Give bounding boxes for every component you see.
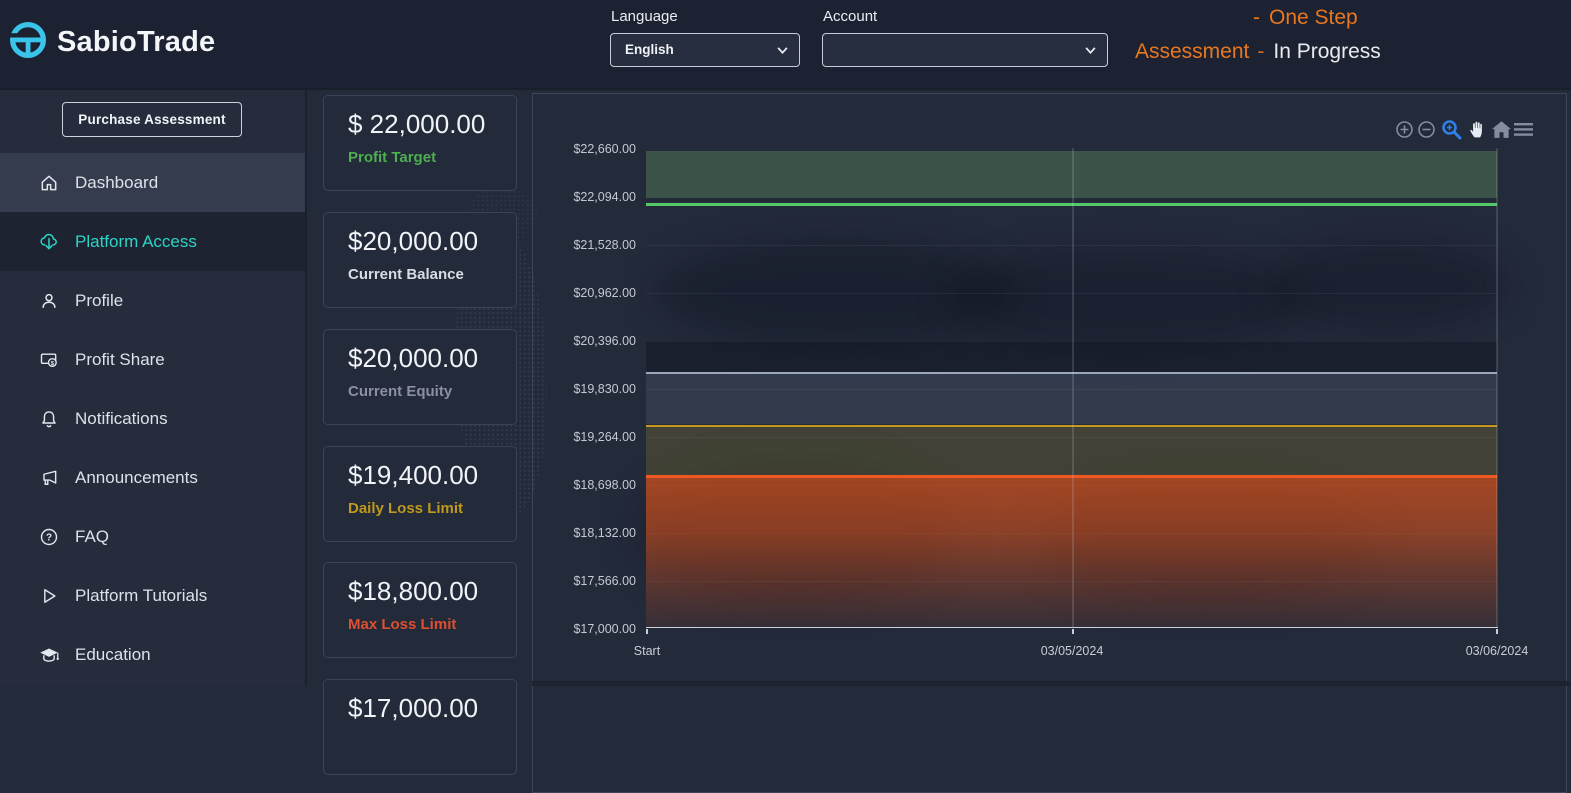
svg-text:$: $ [51,361,55,367]
svg-text:?: ? [46,533,52,544]
